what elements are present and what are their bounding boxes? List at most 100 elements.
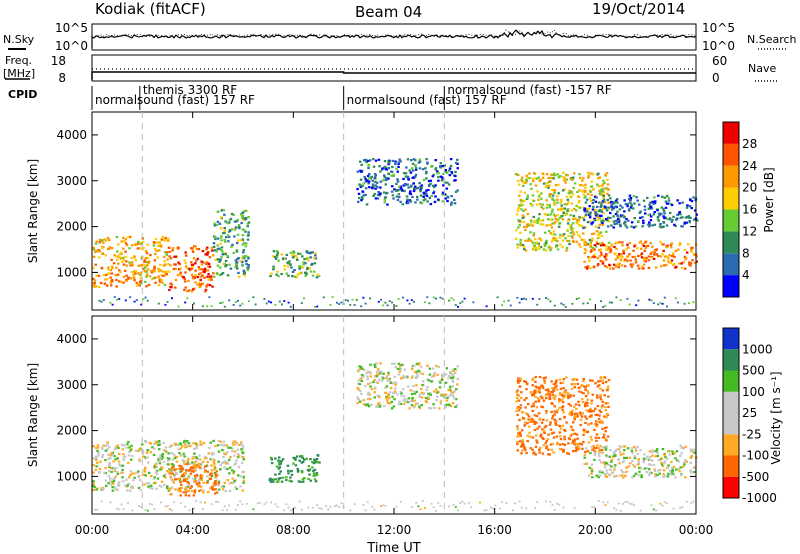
data-cell	[596, 405, 600, 408]
data-cell	[636, 452, 639, 455]
data-cell	[206, 461, 209, 464]
data-cell	[549, 180, 552, 183]
near-range-cell	[234, 508, 237, 511]
data-cell	[642, 222, 645, 225]
data-cell	[418, 158, 422, 161]
data-cell	[106, 441, 109, 444]
data-cell	[217, 450, 221, 453]
data-cell	[445, 367, 449, 370]
data-cell	[158, 441, 161, 444]
data-cell	[435, 399, 438, 402]
data-cell	[566, 209, 569, 212]
data-cell	[110, 272, 114, 275]
near-range-cell	[538, 298, 541, 300]
data-cell	[241, 489, 244, 492]
data-cell	[547, 433, 550, 436]
data-cell	[409, 190, 412, 193]
data-cell	[127, 482, 131, 485]
data-cell	[278, 456, 281, 459]
data-cell	[658, 214, 662, 217]
data-cell	[131, 264, 134, 267]
data-cell	[115, 278, 118, 282]
data-cell	[553, 398, 557, 401]
data-cell	[684, 267, 687, 270]
data-cell	[191, 277, 195, 280]
data-cell	[109, 477, 112, 480]
data-cell	[217, 482, 220, 485]
data-cell	[609, 216, 612, 220]
data-cell	[521, 429, 524, 432]
near-range-cell	[204, 501, 206, 504]
near-range-cell	[674, 297, 677, 300]
data-cell	[183, 280, 187, 283]
data-cell	[548, 395, 552, 398]
data-cell	[530, 417, 533, 420]
data-cell	[619, 255, 622, 258]
sky-label: N.Sky	[3, 33, 35, 46]
data-cell	[574, 414, 578, 417]
data-cell	[383, 196, 387, 199]
data-cell	[585, 417, 588, 420]
data-cell	[540, 405, 543, 408]
data-cell	[553, 199, 556, 202]
data-cell	[657, 194, 660, 197]
data-cell	[137, 264, 140, 267]
data-cell	[582, 385, 586, 388]
data-cell	[613, 222, 616, 225]
data-cell	[173, 255, 176, 258]
data-cell	[418, 160, 422, 163]
data-cell	[519, 243, 522, 246]
data-cell	[162, 255, 166, 258]
data-cell	[519, 440, 522, 443]
data-cell	[415, 167, 418, 170]
data-cell	[173, 468, 177, 471]
data-cell	[103, 238, 107, 241]
data-cell	[360, 199, 363, 202]
data-cell	[195, 457, 198, 460]
data-cell	[436, 172, 439, 175]
data-cell	[678, 262, 681, 265]
data-cell	[631, 255, 634, 259]
data-cell	[536, 427, 539, 430]
data-cell	[592, 198, 595, 202]
data-cell	[593, 458, 596, 461]
data-cell	[575, 415, 578, 419]
data-cell	[571, 428, 574, 431]
data-cell	[186, 440, 189, 443]
near-range-cell	[525, 298, 528, 301]
data-cell	[186, 481, 189, 484]
data-cell	[542, 399, 546, 402]
velocity-colorbar-label: Velocity [m s⁻¹]	[769, 371, 783, 464]
data-cell	[98, 241, 101, 244]
data-cell	[590, 222, 593, 225]
data-cell	[220, 444, 223, 447]
data-cell	[226, 479, 229, 482]
data-cell	[367, 159, 370, 162]
data-cell	[515, 400, 518, 403]
data-cell	[161, 235, 164, 238]
data-cell	[641, 243, 645, 246]
data-cell	[128, 450, 131, 454]
data-cell	[432, 190, 436, 193]
data-cell	[543, 243, 546, 246]
data-cell	[582, 428, 586, 431]
data-cell	[607, 201, 610, 204]
data-cell	[551, 414, 555, 418]
data-cell	[669, 262, 673, 265]
data-cell	[601, 184, 604, 187]
data-cell	[97, 454, 100, 457]
data-cell	[537, 198, 540, 201]
data-cell	[314, 252, 317, 255]
data-cell	[107, 268, 110, 271]
near-range-cell	[140, 303, 143, 306]
data-cell	[516, 389, 519, 392]
data-cell	[289, 263, 292, 266]
data-cell	[598, 217, 601, 220]
data-cell	[406, 400, 410, 404]
data-cell	[615, 474, 618, 477]
data-cell	[629, 201, 632, 204]
data-cell	[112, 262, 116, 265]
data-cell	[562, 387, 565, 390]
near-range-cell	[553, 509, 556, 511]
data-cell	[179, 494, 182, 497]
